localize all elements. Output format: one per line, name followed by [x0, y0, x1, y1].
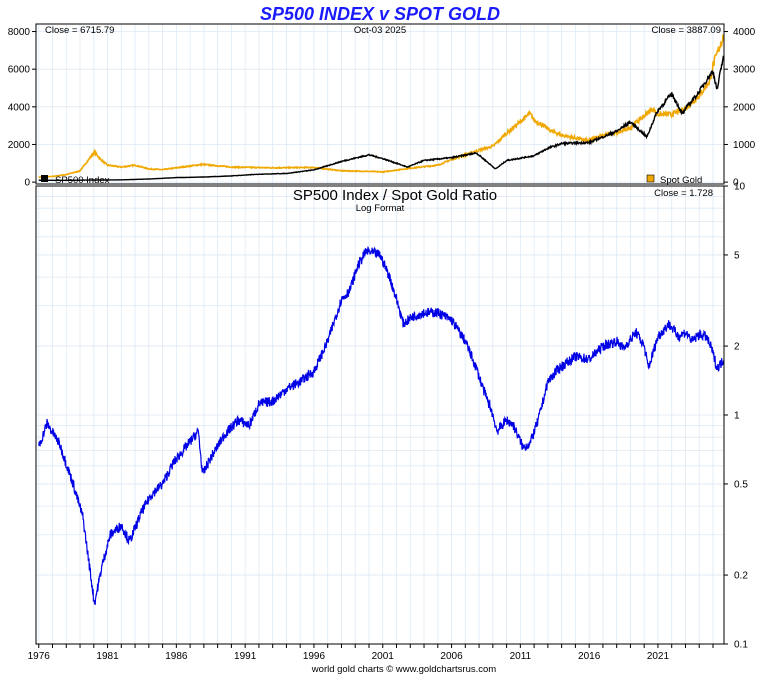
ratio-tick-label: 2	[734, 342, 740, 353]
top-left-tick-label: 8000	[8, 27, 31, 38]
ratio-tick-label: 5	[734, 250, 740, 261]
ratio-close-label: Close = 1.728	[654, 188, 713, 199]
top-left-tick-label: 4000	[8, 102, 31, 113]
x-tick-label: 2016	[578, 651, 601, 662]
legend-label-sp500: SP500 Index	[55, 175, 110, 186]
top-right-tick-label: 3000	[733, 65, 756, 76]
x-tick-label: 2006	[440, 651, 463, 662]
ratio-panel: 0.1 0.2 0.5 1 2 5 10 SP500 Index / Spot Gold R…	[35, 182, 748, 651]
x-tick-label: 1991	[234, 651, 257, 662]
legend-swatch-sp500	[41, 175, 48, 182]
series-line-ratio	[38, 246, 724, 605]
top-grid	[36, 24, 724, 184]
legend-label-gold: Spot Gold	[660, 175, 702, 186]
top-left-tick-label: 6000	[8, 65, 31, 76]
ratio-series-lines	[38, 246, 724, 605]
ratio-tick-label: 1	[734, 411, 740, 422]
series-line-sp500	[38, 55, 725, 182]
close-label-right: Close = 3887.09	[652, 25, 721, 36]
ratio-subtitle: Log Format	[356, 203, 405, 214]
top-left-axis: 0 2000 4000 6000 8000	[8, 27, 36, 189]
close-label-left: Close = 6715.79	[45, 25, 114, 36]
top-right-tick-label: 0	[733, 178, 739, 189]
ratio-tick-label: 0.1	[734, 640, 748, 651]
x-tick-label: 2001	[372, 651, 395, 662]
top-series-lines	[38, 34, 725, 182]
chart-title: SP500 INDEX v SPOT GOLD	[260, 4, 500, 24]
ratio-tick-label: 10	[734, 182, 746, 193]
x-tick-label: 2021	[647, 651, 670, 662]
top-right-tick-label: 4000	[733, 27, 756, 38]
date-label: Oct-03 2025	[354, 25, 406, 36]
x-tick-label: 1981	[96, 651, 119, 662]
legend-swatch-gold	[646, 174, 655, 183]
ratio-tick-label: 0.5	[734, 479, 748, 490]
top-right-tick-label: 2000	[733, 102, 756, 113]
x-tick-label: 1976	[28, 651, 51, 662]
ratio-title: SP500 Index / Spot Gold Ratio	[293, 187, 497, 204]
ratio-right-axis: 0.1 0.2 0.5 1 2 5 10	[724, 182, 748, 651]
top-panel: 0 2000 4000 6000 8000 0 1000 2000 3000 4000 Clos…	[8, 23, 756, 189]
top-left-tick-label: 2000	[8, 140, 31, 151]
x-tick-label: 2011	[510, 651, 532, 662]
x-tick-label: 1986	[165, 651, 188, 662]
x-tick-label: 1996	[303, 651, 326, 662]
ratio-tick-label: 0.2	[734, 571, 748, 582]
top-right-axis: 0 1000 2000 3000 4000	[724, 27, 756, 189]
top-right-tick-label: 1000	[733, 140, 756, 151]
top-left-tick-label: 0	[24, 178, 30, 189]
top-panel-frame	[35, 23, 725, 185]
footer-credit: world gold charts © www.goldchartsrus.co…	[311, 664, 496, 675]
top-panel-background	[36, 24, 724, 184]
x-axis: 1976 1981 1986 1991 1996 2001 2006 2011 2016 2021	[28, 644, 714, 662]
